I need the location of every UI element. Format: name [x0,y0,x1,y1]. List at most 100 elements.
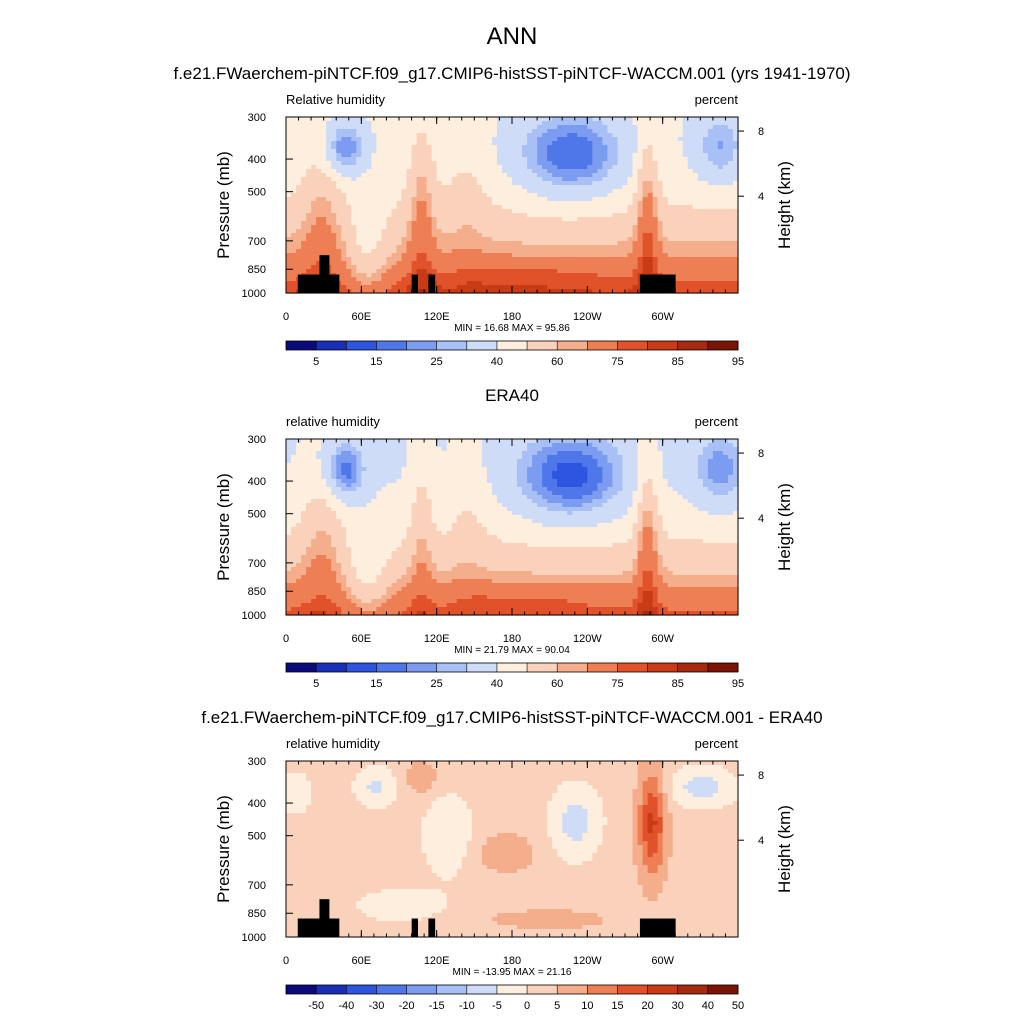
field-cell [632,145,639,150]
field-cell [512,475,518,480]
field-cell [722,173,729,178]
field-cell [682,189,689,194]
field-cell [647,459,654,464]
field-cell [607,121,614,126]
field-cell [602,181,609,186]
field-cell [607,161,614,166]
field-cell [471,161,478,166]
field-cell [637,257,644,262]
field-cell [351,149,357,154]
field-cell [617,201,624,206]
field-cell [401,221,408,226]
field-cell [592,129,598,134]
field-cell [632,197,639,202]
field-cell [341,471,347,476]
field-cell [642,145,649,150]
field-cell [351,121,357,126]
field-cell [381,173,388,178]
field-cell [296,443,302,448]
field-cell [326,133,332,138]
field-cell [512,217,518,222]
field-cell [697,233,704,238]
field-cell [446,229,453,234]
field-cell [707,467,714,472]
field-cell [622,455,629,460]
field-cell [371,173,377,178]
field-cell [602,133,609,138]
field-cell [501,253,508,258]
field-cell [301,447,307,452]
field-cell [316,205,322,210]
field-cell [652,125,659,130]
field-cell [722,269,729,274]
field-cell [652,141,659,146]
field-cell [667,221,674,226]
field-cell [712,181,719,186]
field-cell [391,133,398,138]
field-cell [552,181,558,186]
field-cell [692,125,699,130]
field-cell [692,133,699,138]
field-cell [501,277,508,282]
field-cell [301,249,307,254]
field-cell [406,467,413,472]
field-cell [506,471,513,476]
field-cell [572,269,578,274]
field-cell [672,443,679,448]
field-cell [471,455,478,460]
field-cell [476,249,483,254]
field-cell [592,269,598,274]
field-cell [697,249,704,254]
field-cell [451,229,458,234]
field-cell [496,221,503,226]
field-cell [371,209,377,214]
field-cell [356,149,362,154]
field-cell [446,189,453,194]
field-cell [537,261,543,266]
field-cell [532,273,538,278]
field-cell [697,133,704,138]
field-cell [476,157,483,162]
field-cell [602,269,609,274]
field-cell [336,475,342,480]
field-cell [381,273,388,278]
field-cell [351,141,357,146]
field-cell [542,471,548,476]
field-cell [356,285,362,290]
field-cell [567,201,573,206]
field-cell [537,257,543,262]
field-cell [687,455,694,460]
field-cell [522,269,528,274]
field-cell [406,173,413,178]
field-cell [401,273,408,278]
field-cell [476,237,483,242]
field-cell [306,463,312,468]
field-cell [662,141,669,146]
field-cell [542,455,548,460]
field-cell [717,459,724,464]
field-cell [547,443,553,448]
field-cell [396,149,403,154]
field-cell [657,249,664,254]
field-cell [682,169,689,174]
field-cell [466,265,473,270]
field-cell [501,193,508,198]
field-cell [652,133,659,138]
field-cell [572,471,578,476]
field-cell [471,443,478,448]
field-cell [557,273,563,278]
field-cell [431,157,438,162]
field-cell [416,137,423,142]
field-cell [637,455,644,460]
field-cell [431,125,438,130]
field-cell [577,439,583,444]
field-cell [512,189,518,194]
field-cell [672,125,679,130]
field-cell [657,201,664,206]
field-cell [451,193,458,198]
field-cell [557,269,563,274]
x-tick-label: 60W [651,311,674,323]
field-cell [702,169,709,174]
field-cell [411,177,418,182]
field-cell [431,225,438,230]
